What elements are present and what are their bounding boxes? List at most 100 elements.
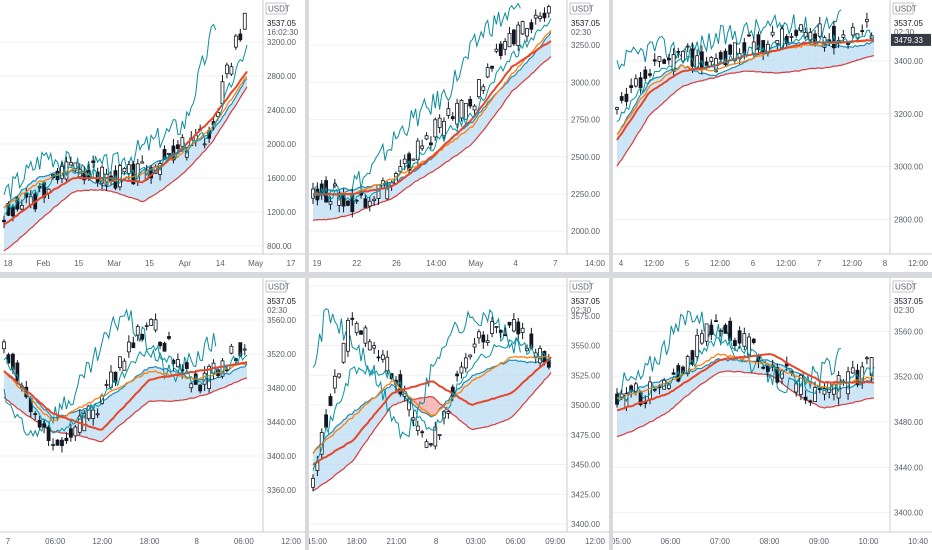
candle-body bbox=[737, 330, 742, 344]
price-tick-label: 3575.00 bbox=[571, 312, 600, 321]
price-axis[interactable] bbox=[567, 0, 609, 272]
candle-body bbox=[516, 321, 521, 335]
cloud-segment bbox=[321, 191, 324, 220]
cloud-segment bbox=[478, 111, 482, 136]
chart-pane-p2[interactable]: USDT 3250.00 3000.00 2750.00 2500.00 2250.00 2… bbox=[309, 0, 609, 272]
candle-body bbox=[459, 366, 464, 374]
time-tick-label: 6 bbox=[751, 259, 756, 268]
cloud-segment bbox=[104, 399, 107, 440]
price-axis[interactable] bbox=[567, 278, 609, 550]
cloud-segment bbox=[774, 44, 778, 74]
time-tick-label: 18:00 bbox=[347, 537, 368, 546]
cloud-segment bbox=[233, 369, 236, 383]
cloud-segment bbox=[505, 83, 508, 101]
cloud-segment bbox=[675, 376, 679, 406]
cloud-segment bbox=[786, 42, 790, 73]
cloud-segment bbox=[454, 134, 458, 157]
cloud-segment bbox=[796, 42, 799, 72]
candle-body bbox=[420, 145, 425, 149]
cloud-segment bbox=[507, 79, 510, 98]
cloud-segment bbox=[186, 377, 190, 400]
cloud-segment bbox=[650, 79, 653, 115]
time-tick-label: Mar bbox=[107, 259, 121, 268]
candle-body bbox=[367, 341, 372, 351]
price-axis[interactable] bbox=[263, 0, 305, 272]
chart-svg-p2[interactable]: USDT 3250.00 3000.00 2750.00 2500.00 2250.00 2… bbox=[309, 0, 609, 272]
candle-body bbox=[242, 348, 247, 351]
cloud-span-b-line bbox=[312, 372, 552, 492]
candle-body bbox=[225, 64, 229, 75]
candle-body bbox=[82, 413, 87, 432]
cloud-segment bbox=[533, 362, 536, 393]
candle-body bbox=[118, 356, 122, 368]
chart-pane-p3[interactable]: USDT 3400.00 3200.00 3000.00 2800.00 3537.05 0… bbox=[613, 0, 932, 272]
candle-body bbox=[808, 400, 813, 403]
cloud-segment bbox=[756, 54, 759, 72]
cloud-segment bbox=[850, 386, 853, 404]
chart-svg-p1[interactable]: USDT 3200.00 2800.00 2400.00 2000.00 1600.00 1… bbox=[0, 0, 305, 272]
candle-body bbox=[747, 336, 751, 356]
candle-body bbox=[202, 143, 207, 146]
lagging-span-line bbox=[3, 23, 217, 200]
cloud-segment bbox=[857, 384, 860, 402]
price-tick-label: 3440.00 bbox=[267, 418, 296, 427]
chart-svg-p4[interactable]: USDT 3560.00 3520.00 3480.00 3440.00 3400.00 3… bbox=[0, 278, 305, 550]
chart-svg-p3[interactable]: USDT 3400.00 3200.00 3000.00 2800.00 3537.050… bbox=[613, 0, 932, 272]
cloud-segment bbox=[55, 417, 58, 432]
unit-label: USDT bbox=[895, 283, 917, 292]
candle-body bbox=[770, 31, 775, 36]
cloud-segment bbox=[531, 361, 534, 396]
cloud-segment bbox=[866, 42, 870, 58]
time-tick-label: 8 bbox=[194, 537, 199, 546]
cloud-segment bbox=[871, 41, 874, 57]
cloud-span-b-line bbox=[616, 55, 875, 167]
cloud-segment bbox=[171, 154, 174, 183]
cloud-segment bbox=[855, 45, 858, 61]
chart-svg-p5[interactable]: USDT 3575.00 3550.00 3525.00 3500.00 3475.00 3… bbox=[309, 278, 609, 550]
cloud-segment bbox=[546, 35, 549, 61]
last-price-label: 3537.05 bbox=[571, 19, 600, 28]
price-axis[interactable] bbox=[263, 278, 305, 550]
price-axis[interactable] bbox=[890, 278, 932, 550]
cloud-segment bbox=[770, 47, 773, 73]
cloud-segment bbox=[727, 359, 731, 372]
cloud-segment bbox=[483, 370, 486, 428]
cloud-segment bbox=[352, 410, 355, 462]
cloud-segment bbox=[704, 73, 707, 80]
candle-body bbox=[238, 342, 243, 357]
cloud-segment bbox=[498, 89, 501, 111]
candle-body bbox=[728, 44, 733, 55]
chart-svg-p6[interactable]: USDT 3560.00 3520.00 3480.00 3440.00 3400.00 3… bbox=[613, 278, 932, 550]
candle-body bbox=[463, 357, 468, 369]
candle-body bbox=[468, 98, 473, 107]
chart-pane-p1[interactable]: USDT 3200.00 2800.00 2400.00 2000.00 1600.00 1… bbox=[0, 0, 305, 272]
time-tick-label: 08:00 bbox=[759, 537, 780, 546]
cloud-segment bbox=[168, 370, 172, 402]
time-tick-label: Apr bbox=[179, 259, 192, 268]
cloud-segment bbox=[513, 360, 517, 416]
candle-body bbox=[198, 384, 203, 392]
chart-pane-p5[interactable]: USDT 3575.00 3550.00 3525.00 3500.00 3475.00 3… bbox=[309, 278, 609, 550]
cloud-segment bbox=[126, 177, 129, 198]
cloud-segment bbox=[144, 369, 147, 405]
price-tick-label: 3000.00 bbox=[894, 163, 923, 172]
cloud-segment bbox=[836, 45, 839, 67]
price-tick-label: 3500.00 bbox=[571, 401, 600, 410]
candle-body bbox=[624, 93, 629, 102]
cloud-segment bbox=[428, 396, 431, 417]
cloud-segment bbox=[500, 87, 503, 108]
candle-body bbox=[860, 30, 865, 32]
cloud-segment bbox=[21, 189, 25, 237]
candle-body bbox=[242, 12, 247, 30]
chart-pane-p4[interactable]: USDT 3560.00 3520.00 3480.00 3440.00 3400.00 3… bbox=[0, 278, 305, 550]
cloud-segment bbox=[758, 360, 761, 375]
pane-separator[interactable] bbox=[0, 272, 932, 278]
candle-body bbox=[817, 23, 822, 37]
cloud-segment bbox=[439, 148, 442, 168]
candle-body bbox=[144, 325, 149, 328]
chart-pane-p6[interactable]: USDT 3560.00 3520.00 3480.00 3440.00 3400.00 3… bbox=[613, 278, 932, 550]
candle-body bbox=[671, 372, 676, 375]
cloud-segment bbox=[435, 399, 438, 416]
cloud-segment bbox=[657, 382, 660, 418]
